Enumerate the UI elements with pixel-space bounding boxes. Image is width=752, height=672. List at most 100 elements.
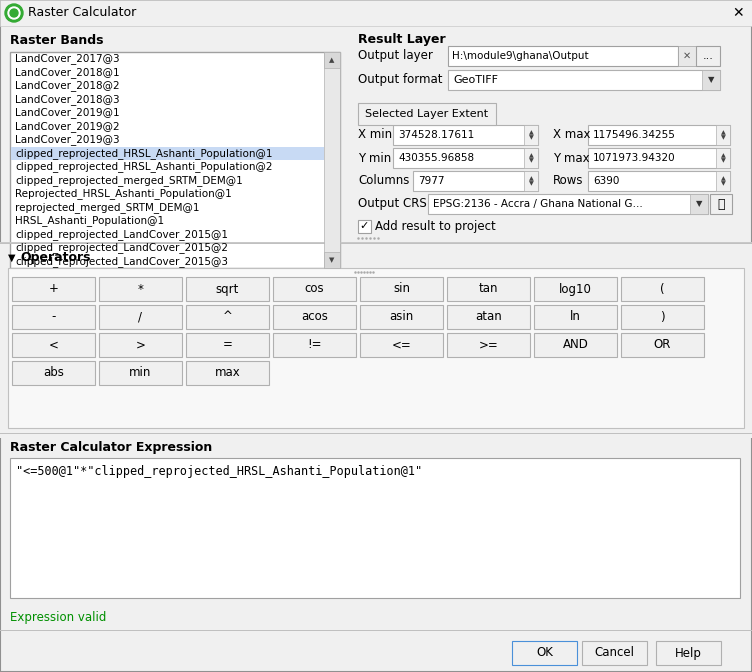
Text: ▲: ▲ xyxy=(529,130,533,135)
Text: clipped_reprojected_LandCover_2015@3: clipped_reprojected_LandCover_2015@3 xyxy=(15,256,228,267)
Text: -: - xyxy=(51,310,56,323)
Text: X min: X min xyxy=(358,128,392,142)
Bar xyxy=(99,333,182,357)
Text: 1175496.34255: 1175496.34255 xyxy=(593,130,676,140)
Text: atan: atan xyxy=(475,310,502,323)
Text: GeoTIFF: GeoTIFF xyxy=(453,75,498,85)
Bar xyxy=(360,305,443,329)
Text: tan: tan xyxy=(479,282,499,296)
Text: ▼: ▼ xyxy=(8,253,16,263)
Text: Output layer: Output layer xyxy=(358,50,433,62)
Text: <=: <= xyxy=(392,339,411,351)
Bar xyxy=(447,333,530,357)
Text: ▲: ▲ xyxy=(529,176,533,181)
Bar xyxy=(716,171,730,191)
Bar xyxy=(588,171,730,191)
Text: !=: != xyxy=(308,339,322,351)
Bar xyxy=(8,268,744,428)
Text: Rows: Rows xyxy=(553,175,584,187)
Bar xyxy=(273,305,356,329)
Text: Operators: Operators xyxy=(20,251,90,265)
Text: ▼: ▼ xyxy=(696,200,702,208)
Text: Expression valid: Expression valid xyxy=(10,612,106,624)
Text: (: ( xyxy=(660,282,665,296)
Bar xyxy=(588,148,730,168)
Text: 6390: 6390 xyxy=(593,176,620,186)
Text: HRSL_Ashanti_Population@1: HRSL_Ashanti_Population@1 xyxy=(15,215,164,226)
Text: ▼: ▼ xyxy=(329,257,335,263)
Bar xyxy=(273,277,356,301)
Bar xyxy=(413,171,538,191)
Text: Y min: Y min xyxy=(358,151,391,165)
Circle shape xyxy=(5,4,23,22)
Bar xyxy=(0,243,752,244)
Bar xyxy=(10,458,740,598)
Text: Selected Layer Extent: Selected Layer Extent xyxy=(365,109,489,119)
Text: Result Layer: Result Layer xyxy=(358,34,446,46)
Text: cos: cos xyxy=(305,282,324,296)
Text: X max: X max xyxy=(553,128,590,142)
Bar xyxy=(393,125,538,145)
Bar xyxy=(12,333,95,357)
Text: Add result to project: Add result to project xyxy=(375,220,496,233)
Text: Raster Calculator: Raster Calculator xyxy=(28,7,136,19)
Text: ✕: ✕ xyxy=(683,51,691,61)
Text: Output format: Output format xyxy=(358,73,442,87)
Bar xyxy=(428,194,708,214)
Bar xyxy=(690,194,708,214)
Text: max: max xyxy=(214,366,241,380)
Bar xyxy=(678,46,696,66)
Bar xyxy=(186,361,269,385)
Text: clipped_reprojected_merged_SRTM_DEM@1: clipped_reprojected_merged_SRTM_DEM@1 xyxy=(15,175,243,185)
Text: ln: ln xyxy=(570,310,581,323)
Text: *: * xyxy=(138,282,144,296)
Text: ^: ^ xyxy=(223,310,232,323)
Text: Reprojected_HRSL_Ashanti_Population@1: Reprojected_HRSL_Ashanti_Population@1 xyxy=(15,188,232,199)
Text: ▼: ▼ xyxy=(529,135,533,140)
Bar xyxy=(702,70,720,90)
Bar xyxy=(621,277,704,301)
Bar xyxy=(716,148,730,168)
Bar xyxy=(99,277,182,301)
Text: Raster Bands: Raster Bands xyxy=(10,34,104,46)
Text: clipped_reprojected_LandCover_2015@2: clipped_reprojected_LandCover_2015@2 xyxy=(15,243,228,253)
Text: Y max: Y max xyxy=(553,151,590,165)
Bar xyxy=(99,361,182,385)
Bar xyxy=(696,46,720,66)
Bar xyxy=(10,52,340,268)
Bar xyxy=(393,148,538,168)
Bar xyxy=(0,243,752,438)
Text: ...: ... xyxy=(702,51,714,61)
Bar xyxy=(621,333,704,357)
Bar xyxy=(621,305,704,329)
Text: LandCover_2018@2: LandCover_2018@2 xyxy=(15,80,120,91)
Bar xyxy=(524,171,538,191)
Bar xyxy=(582,641,647,665)
Bar xyxy=(0,0,752,26)
Text: >: > xyxy=(135,339,145,351)
Text: log10: log10 xyxy=(559,282,592,296)
Text: =: = xyxy=(223,339,232,351)
Text: 🌐: 🌐 xyxy=(717,198,725,210)
Text: ▲: ▲ xyxy=(720,130,726,135)
Text: 374528.17611: 374528.17611 xyxy=(398,130,475,140)
Bar xyxy=(186,277,269,301)
Text: asin: asin xyxy=(390,310,414,323)
Bar xyxy=(710,194,732,214)
Bar xyxy=(186,305,269,329)
Bar xyxy=(0,630,752,631)
Text: ▲: ▲ xyxy=(720,153,726,158)
Text: abs: abs xyxy=(43,366,64,380)
Text: LandCover_2018@1: LandCover_2018@1 xyxy=(15,67,120,78)
Text: Output CRS: Output CRS xyxy=(358,198,426,210)
Text: LandCover_2019@3: LandCover_2019@3 xyxy=(15,134,120,145)
Bar xyxy=(11,146,324,160)
Text: sqrt: sqrt xyxy=(216,282,239,296)
Text: ): ) xyxy=(660,310,665,323)
Bar xyxy=(447,277,530,301)
Bar xyxy=(360,277,443,301)
Bar xyxy=(360,333,443,357)
Text: ▼: ▼ xyxy=(708,75,714,85)
Text: ▼: ▼ xyxy=(720,135,726,140)
Text: H:\module9\ghana\Output: H:\module9\ghana\Output xyxy=(452,51,589,61)
